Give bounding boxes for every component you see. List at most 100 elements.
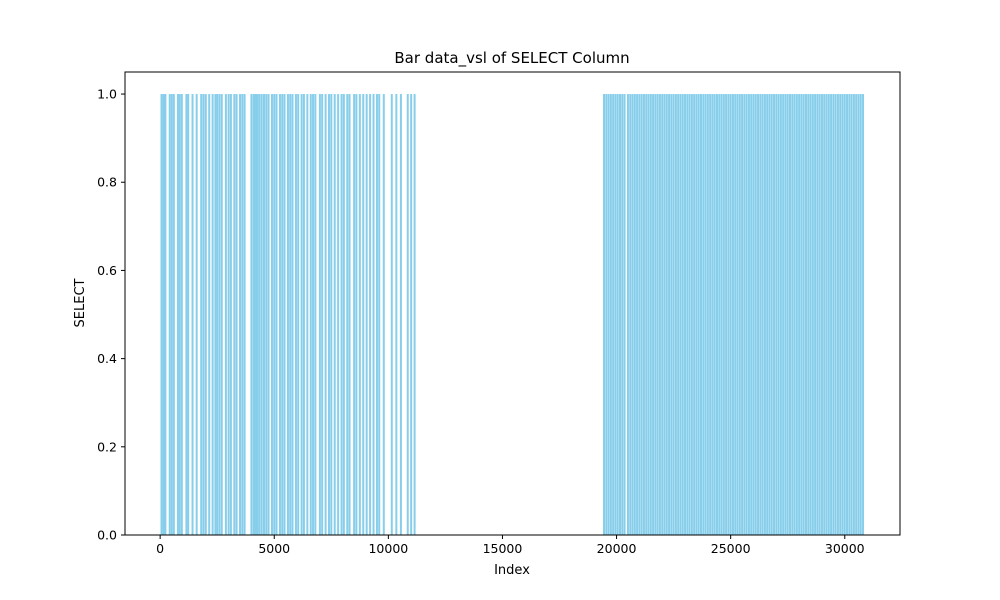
bar-1 [162, 94, 165, 536]
bar-194 [857, 94, 860, 536]
bar-131 [713, 94, 716, 536]
bar-155 [768, 94, 771, 536]
bar-58 [324, 94, 327, 536]
bar-63 [340, 94, 343, 536]
bar-50 [300, 94, 303, 536]
bar-62 [337, 94, 340, 536]
bar-108 [661, 94, 664, 536]
bar-150 [757, 94, 760, 536]
bar-52 [306, 94, 309, 536]
bar-142 [738, 94, 741, 536]
x-tick-label: 20000 [597, 541, 637, 556]
plot-frame [124, 71, 901, 536]
bar-41 [275, 94, 278, 536]
bar-26 [235, 94, 238, 536]
bar-40 [273, 94, 276, 536]
bar-119 [686, 94, 689, 536]
bar-182 [830, 94, 833, 536]
bar-165 [791, 94, 794, 536]
bar-11 [191, 94, 194, 536]
bar-104 [652, 94, 655, 536]
bar-147 [750, 94, 753, 536]
bar-173 [809, 94, 812, 536]
bar-122 [693, 94, 696, 536]
bar-81 [410, 94, 413, 536]
bar-25 [233, 94, 236, 536]
bar-156 [770, 94, 773, 536]
bar-44 [283, 94, 286, 536]
bar-65 [346, 94, 349, 536]
y-axis: 0.0 0.2 0.4 0.6 0.8 1.0 [97, 87, 125, 543]
bar-46 [289, 94, 292, 536]
bar-79 [399, 94, 402, 536]
bar-24 [229, 94, 232, 536]
bar-56 [318, 94, 321, 536]
bar-189 [846, 94, 849, 536]
bar-134 [720, 94, 723, 536]
x-tick-label: 15000 [483, 541, 523, 556]
bar-69 [358, 94, 361, 536]
bar-99 [640, 94, 643, 536]
bar-75 [378, 94, 381, 536]
bar-39 [270, 94, 273, 536]
bar-158 [775, 94, 778, 536]
bar-95 [631, 94, 634, 536]
bar-166 [793, 94, 796, 536]
bar-32 [254, 94, 257, 536]
y-tick-label: 0.6 [97, 263, 117, 278]
bar-167 [795, 94, 798, 536]
bar-139 [731, 94, 734, 536]
y-tick-label: 0.0 [97, 528, 117, 543]
bar-192 [852, 94, 855, 536]
bar-102 [647, 94, 650, 536]
bar-28 [241, 94, 244, 536]
bar-35 [260, 94, 263, 536]
bar-152 [761, 94, 764, 536]
y-tick-label: 0.2 [97, 439, 117, 454]
bar-171 [804, 94, 807, 536]
bar-109 [663, 94, 666, 536]
bar-144 [743, 94, 746, 536]
bar-84 [605, 94, 608, 536]
bar-90 [618, 94, 621, 536]
bar-136 [725, 94, 728, 536]
bar-93 [626, 94, 629, 536]
bar-36 [262, 94, 265, 536]
bar-74 [375, 94, 378, 536]
bar-159 [777, 94, 780, 536]
bar-186 [839, 94, 842, 536]
bar-21 [220, 94, 223, 536]
y-tick-label: 1.0 [97, 87, 117, 102]
bar-143 [741, 94, 744, 536]
bar-4 [170, 94, 173, 536]
bar-123 [695, 94, 698, 536]
bar-5 [172, 94, 175, 536]
bar-73 [372, 94, 375, 536]
bar-33 [256, 94, 259, 536]
bar-105 [654, 94, 657, 536]
x-tick-label: 30000 [825, 541, 865, 556]
bar-3 [168, 94, 171, 536]
x-tick-label: 25000 [711, 541, 751, 556]
bar-128 [706, 94, 709, 536]
bar-157 [773, 94, 776, 536]
bar-120 [688, 94, 691, 536]
bar-88 [614, 94, 617, 536]
bar-12 [195, 94, 198, 536]
bar-151 [759, 94, 762, 536]
bar-179 [823, 94, 826, 536]
bar-30 [250, 94, 253, 536]
bar-145 [745, 94, 748, 536]
bar-42 [278, 94, 281, 536]
bar-154 [766, 94, 769, 536]
bar-47 [291, 94, 294, 536]
bar-146 [747, 94, 750, 536]
bar-141 [736, 94, 739, 536]
bar-82 [413, 94, 416, 536]
bar-78 [395, 94, 398, 536]
bar-70 [362, 94, 365, 536]
bar-110 [665, 94, 668, 536]
bar-176 [816, 94, 819, 536]
bar-45 [286, 94, 289, 536]
